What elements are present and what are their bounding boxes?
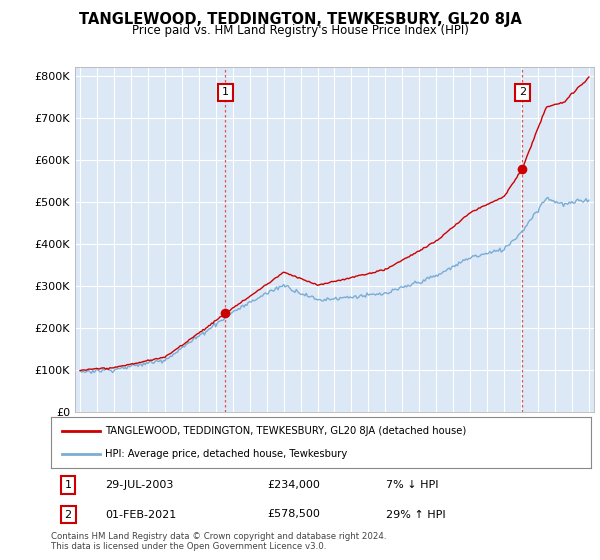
Text: 29% ↑ HPI: 29% ↑ HPI [386, 510, 445, 520]
Text: 2: 2 [65, 510, 71, 520]
Text: 1: 1 [222, 87, 229, 97]
Text: 01-FEB-2021: 01-FEB-2021 [105, 510, 176, 520]
Text: Price paid vs. HM Land Registry's House Price Index (HPI): Price paid vs. HM Land Registry's House … [131, 24, 469, 36]
Text: 29-JUL-2003: 29-JUL-2003 [105, 480, 173, 490]
Text: £234,000: £234,000 [267, 480, 320, 490]
Text: Contains HM Land Registry data © Crown copyright and database right 2024.
This d: Contains HM Land Registry data © Crown c… [51, 532, 386, 552]
Text: TANGLEWOOD, TEDDINGTON, TEWKESBURY, GL20 8JA: TANGLEWOOD, TEDDINGTON, TEWKESBURY, GL20… [79, 12, 521, 27]
Text: TANGLEWOOD, TEDDINGTON, TEWKESBURY, GL20 8JA (detached house): TANGLEWOOD, TEDDINGTON, TEWKESBURY, GL20… [105, 426, 466, 436]
Text: 2: 2 [519, 87, 526, 97]
Text: 7% ↓ HPI: 7% ↓ HPI [386, 480, 438, 490]
Text: £578,500: £578,500 [267, 510, 320, 520]
Text: 1: 1 [65, 480, 71, 490]
Text: HPI: Average price, detached house, Tewkesbury: HPI: Average price, detached house, Tewk… [105, 449, 347, 459]
